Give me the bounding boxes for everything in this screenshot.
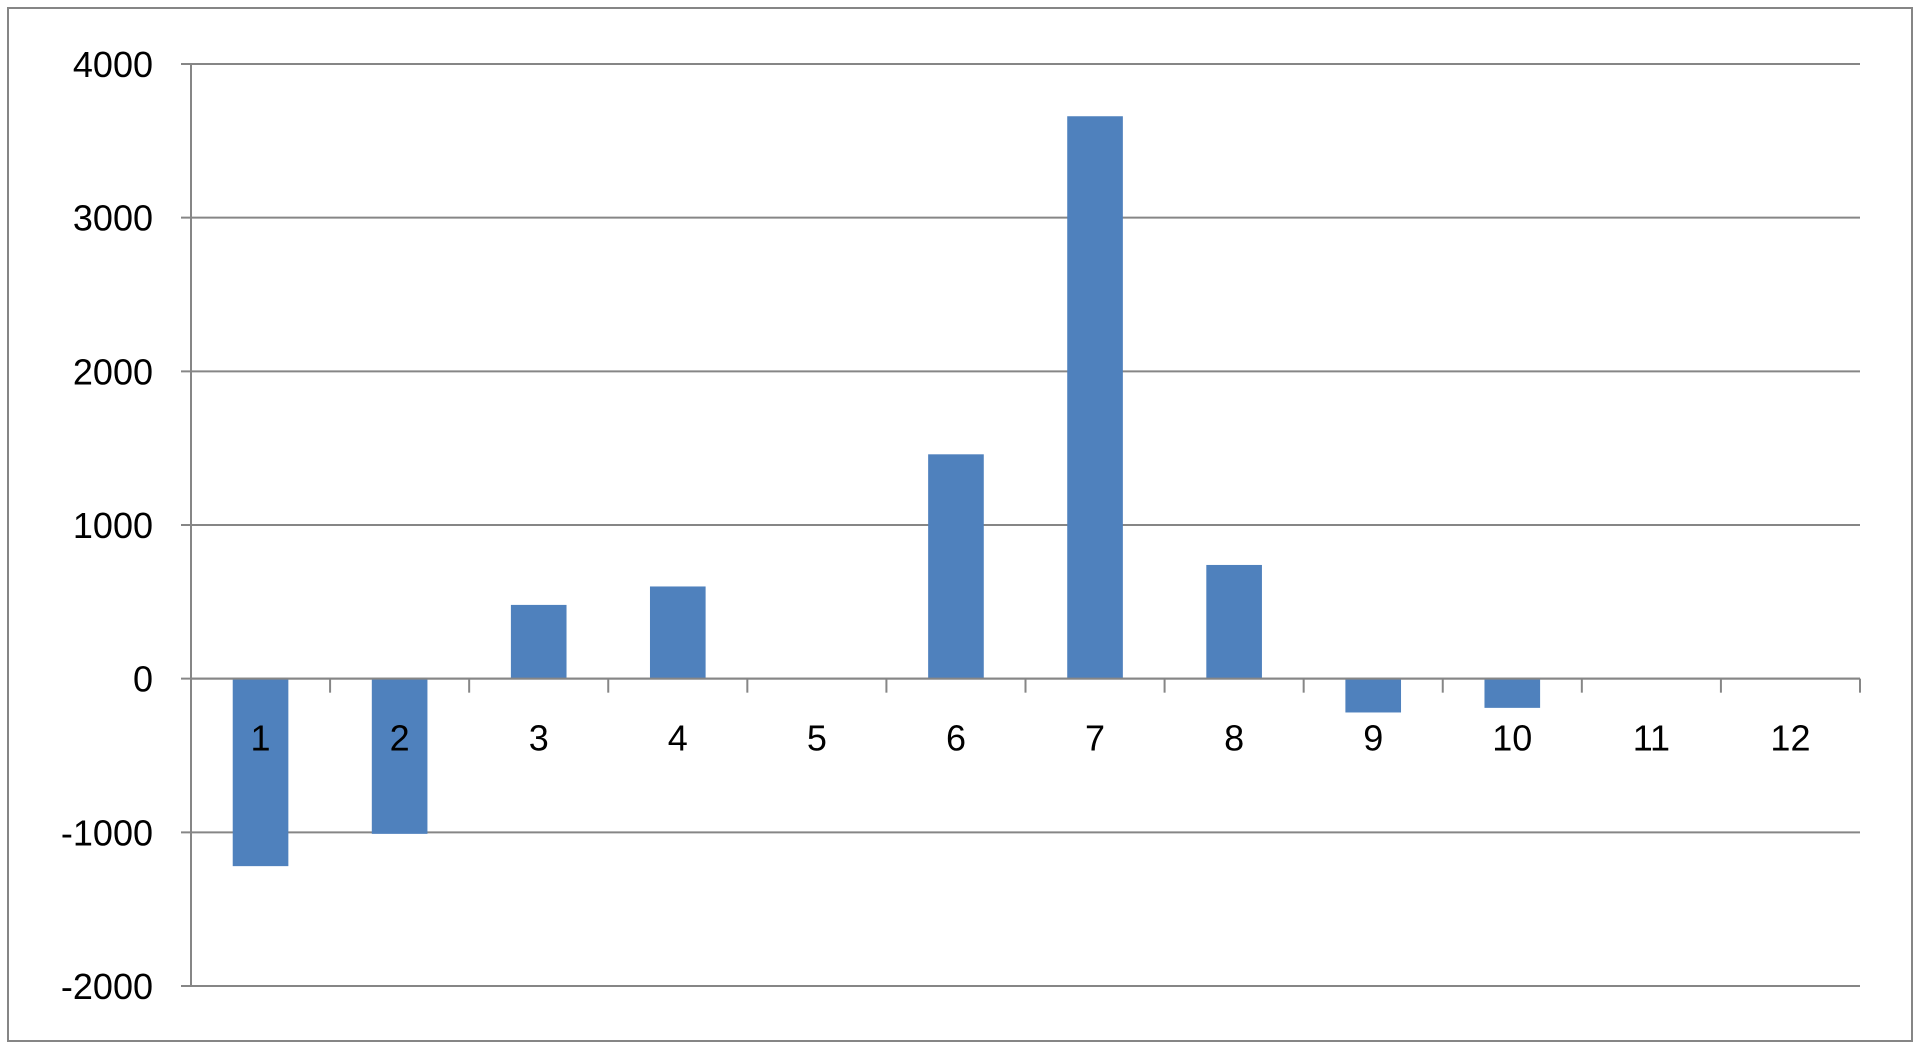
x-tick-label: 10 [1492,718,1532,759]
bar-4 [649,586,706,679]
x-tick-label: 8 [1224,718,1244,759]
bars [232,116,1541,867]
y-tick-label: 3000 [73,198,153,239]
x-tick-label: 2 [390,718,410,759]
axes [190,64,1861,986]
x-tick-label: 1 [251,718,271,759]
y-tick-labels: -2000 -1000 0 1000 2000 3000 4000 [61,44,153,1007]
y-tick-label: 4000 [73,44,153,85]
x-tick-label: 7 [1085,718,1105,759]
y-tick-label: 0 [133,659,153,700]
x-tick-label: 12 [1770,718,1810,759]
y-tick-label: -2000 [61,966,153,1007]
x-tick-label: 6 [946,718,966,759]
bar-10 [1484,678,1541,708]
bar-3 [510,604,567,679]
x-tick-label: 11 [1633,718,1670,759]
bar-1 [232,678,289,867]
y-tick-label: -1000 [61,812,153,853]
bar-7 [1067,116,1123,679]
x-tick-label: 3 [529,718,549,759]
bar-6 [928,454,984,679]
y-tick-label: 2000 [73,351,153,392]
bar-9 [1345,678,1402,713]
bar-2 [371,678,428,834]
bar-8 [1206,564,1262,679]
x-tick-label: 4 [668,718,688,759]
x-tick-label: 9 [1363,718,1383,759]
y-tick-label: 1000 [73,505,153,546]
x-tick-labels: 1 2 3 4 5 6 7 8 9 10 11 12 [251,718,1811,759]
gridlines [181,63,1860,987]
x-tick-label: 5 [807,718,827,759]
